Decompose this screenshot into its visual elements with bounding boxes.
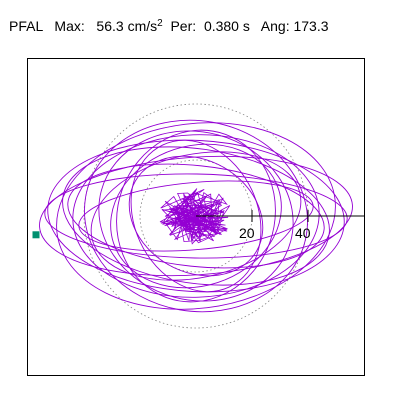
orbit-trace	[67, 163, 325, 269]
core-trace	[159, 188, 231, 245]
max-unit: cm/s	[127, 18, 158, 34]
orbit-trace	[116, 129, 276, 303]
angle-value: 173.3	[293, 18, 329, 34]
orbit-trace	[62, 146, 330, 286]
orbit-trace	[130, 139, 262, 293]
period-value: 0.380 s	[203, 18, 250, 34]
plot-header: PFAL Max: 56.3 cm/s2 Per: 0.380 s Ang: 1…	[9, 18, 329, 34]
orbit-trace	[128, 155, 264, 277]
orbit-trace	[78, 180, 314, 252]
orbit-trace	[44, 173, 348, 259]
x-tick-label: 20	[239, 225, 255, 241]
orbit-trace	[84, 119, 308, 313]
angle-label: Ang:	[260, 18, 290, 34]
orbit-trace	[56, 122, 336, 310]
peak-marker	[32, 231, 40, 239]
orbit-trace	[98, 130, 294, 302]
orbit-trace	[110, 143, 282, 289]
orbit-trace	[72, 134, 320, 298]
plot-frame	[27, 58, 365, 376]
x-tick-label: 40	[295, 225, 311, 241]
max-label: Max:	[54, 18, 85, 34]
max-unit-power: 2	[157, 18, 163, 29]
max-value: 56.3	[96, 18, 124, 34]
station-name: PFAL	[9, 18, 43, 34]
period-label: Per:	[170, 18, 197, 34]
orbit-trace	[47, 139, 345, 293]
orbit-trace	[39, 155, 353, 277]
